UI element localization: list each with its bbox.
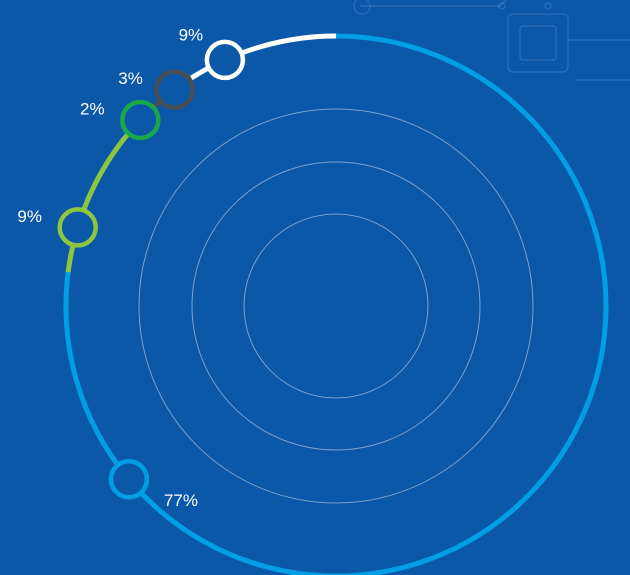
segment-marker-5 (204, 39, 246, 81)
segment-marker-1 (108, 459, 150, 500)
segment-markers (57, 39, 246, 500)
decorative-circuit-graphic (353, 0, 630, 81)
segment-marker-3 (120, 99, 161, 141)
inner-ring-2 (191, 161, 481, 451)
inner-ring-3 (138, 108, 534, 504)
segment-label-3: 2% (80, 99, 105, 118)
ring-segment-2 (65, 132, 130, 273)
segment-label-5: 9% (179, 25, 204, 44)
segment-label-1: 77% (164, 491, 198, 510)
inner-ring-1 (243, 213, 429, 399)
segment-labels: 77% 9% 2% 3% 9% (17, 25, 203, 509)
inner-rings (138, 108, 534, 504)
ring-segment-5 (189, 33, 337, 81)
segment-marker-2 (57, 207, 98, 248)
segment-label-2: 9% (17, 207, 42, 226)
segment-label-4: 3% (118, 69, 143, 88)
segment-marker-4 (154, 69, 195, 110)
